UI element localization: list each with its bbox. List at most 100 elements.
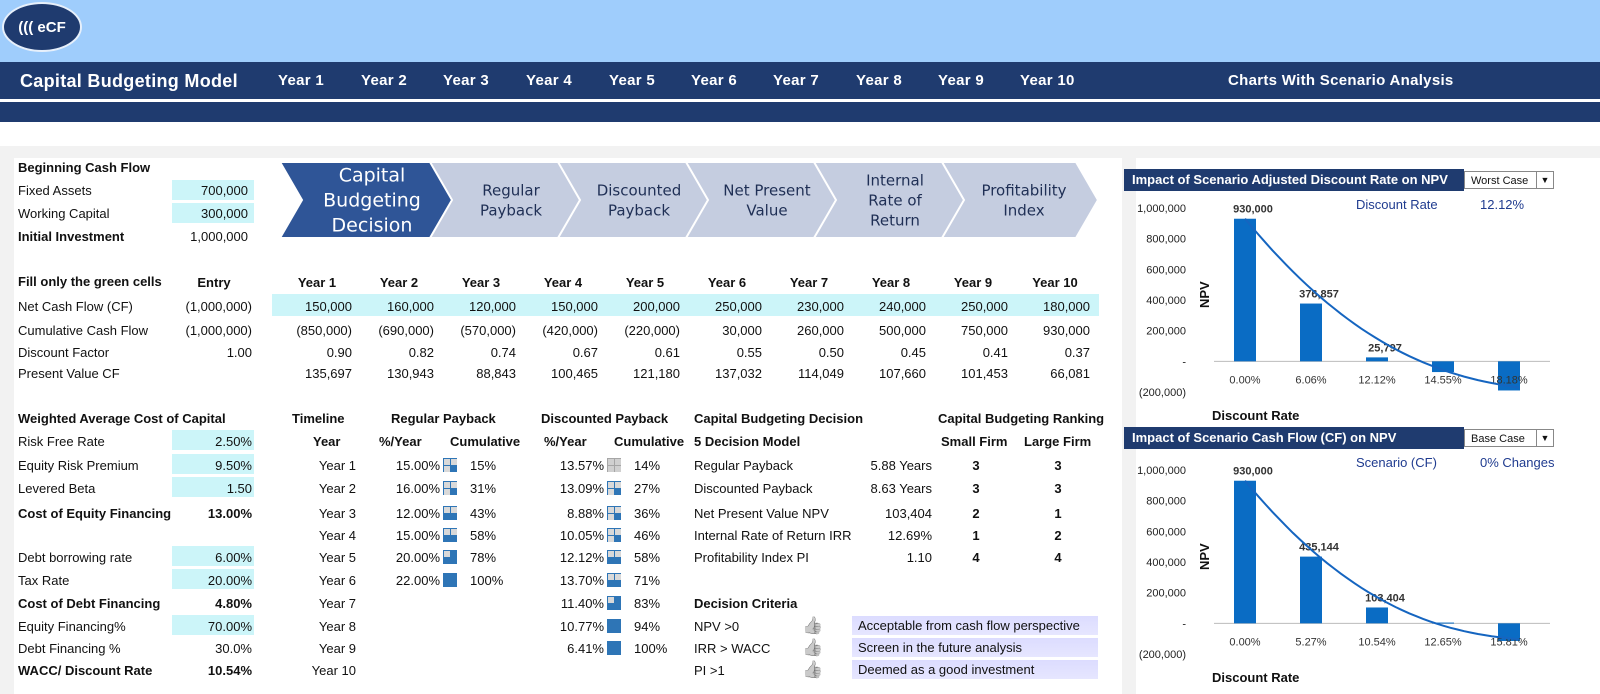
- nav-year-5[interactable]: Year 5: [609, 72, 656, 89]
- nav-year-1[interactable]: Year 1: [278, 72, 325, 89]
- nav-year-4[interactable]: Year 4: [526, 72, 573, 89]
- regular-payback-cum: 43%: [470, 506, 497, 521]
- timeline-year: Year 3: [318, 506, 356, 521]
- wacc-row-value[interactable]: 6.00%: [215, 550, 252, 565]
- wacc-input-cell[interactable]: [172, 615, 254, 635]
- beginning-input-cell[interactable]: [172, 203, 254, 223]
- nav-year-10[interactable]: Year 10: [1020, 72, 1075, 89]
- chart1-plot: Discount Rate 12.12% 1,000,000 800,000 600,0…: [1137, 197, 1550, 423]
- process-step-6[interactable]: [940, 161, 1100, 239]
- worksheet: [14, 158, 1122, 694]
- process-step-label: Internal: [866, 171, 924, 189]
- y-tick-label: 1,000,000: [1137, 203, 1186, 215]
- y-tick-label: -: [1182, 356, 1186, 368]
- wacc-row-value[interactable]: 20.00%: [207, 573, 252, 588]
- wacc-row-label: Risk Free Rate: [18, 434, 105, 449]
- wacc-input-cell[interactable]: [172, 546, 254, 566]
- wacc-row-value[interactable]: 9.50%: [215, 458, 252, 473]
- x-axis-label: Discount Rate: [1212, 670, 1299, 685]
- cash-flow-cell[interactable]: 250,000: [715, 299, 762, 314]
- wacc-input-cell[interactable]: [172, 454, 254, 474]
- regular-payback-pct: 12.00%: [395, 506, 440, 521]
- cash-flow-cell[interactable]: 120,000: [469, 299, 516, 314]
- regular-payback-pct: 15.00%: [395, 528, 440, 543]
- cash-flow-cell[interactable]: 160,000: [387, 299, 434, 314]
- beginning-row-value[interactable]: 700,000: [201, 183, 248, 198]
- chevron-down-icon[interactable]: ▼: [1536, 172, 1553, 188]
- cash-flow-cell: 0.45: [900, 345, 926, 360]
- nav-year-7[interactable]: Year 7: [773, 72, 820, 89]
- cash-flow-cell[interactable]: 200,000: [633, 299, 680, 314]
- decision-row-label: Regular Payback: [694, 458, 793, 473]
- cash-flow-cell: 114,049: [797, 366, 844, 381]
- cash-flow-cell[interactable]: 150,000: [305, 299, 352, 314]
- cash-flow-cell[interactable]: 250,000: [961, 299, 1008, 314]
- wacc-row-value[interactable]: 1.50: [226, 481, 252, 496]
- year-header: Year 7: [789, 275, 829, 290]
- year-header: Year 9: [953, 275, 993, 290]
- chevron-down-icon[interactable]: ▼: [1536, 430, 1553, 446]
- cash-flow-cell[interactable]: 180,000: [1043, 299, 1090, 314]
- progress-quarter-icon: [443, 506, 457, 520]
- cash-flow-cell[interactable]: 240,000: [879, 299, 926, 314]
- npv-bar: [1300, 556, 1322, 624]
- y-tick-label: 600,000: [1146, 526, 1186, 538]
- nav-year-6[interactable]: Year 6: [691, 72, 738, 89]
- decision-row-value: 12.69%: [887, 528, 932, 543]
- chart1-scenario-dropdown[interactable]: Worst Case ▼: [1464, 171, 1554, 189]
- wacc-row-label: WACC/ Discount Rate: [18, 663, 153, 678]
- nav-year-8[interactable]: Year 8: [856, 72, 903, 89]
- npv-bar: [1366, 357, 1388, 362]
- discounted-payback-pct: 10.05%: [559, 528, 604, 543]
- cash-flow-row-label: Cumulative Cash Flow: [18, 323, 149, 338]
- cash-flow-row-label: Present Value CF: [18, 366, 120, 381]
- wacc-input-cell[interactable]: [172, 430, 254, 450]
- chart-note-label: Scenario (CF): [1356, 455, 1437, 470]
- beginning-row-label: Fixed Assets: [18, 183, 92, 198]
- regular-payback-cum: 100%: [470, 573, 504, 588]
- charts-link[interactable]: Charts With Scenario Analysis: [1228, 72, 1454, 89]
- nav-year-3[interactable]: Year 3: [443, 72, 490, 89]
- bar-data-label: 930,000: [1233, 204, 1273, 216]
- beginning-row-value[interactable]: 300,000: [201, 206, 248, 221]
- cash-flow-cell[interactable]: 150,000: [551, 299, 598, 314]
- y-tick-label: (200,000): [1139, 387, 1186, 399]
- nav-year-9[interactable]: Year 9: [938, 72, 985, 89]
- trend-line: [1244, 480, 1520, 641]
- cash-flow-cell: 0.82: [408, 345, 434, 360]
- small-firm-header: Small Firm: [941, 434, 1008, 449]
- wacc-input-cell[interactable]: [172, 477, 254, 497]
- timeline-year: Year 6: [318, 573, 356, 588]
- cash-flow-input-row[interactable]: [272, 294, 1099, 316]
- wacc-input-cell[interactable]: [172, 569, 254, 589]
- discounted-payback-header: Discounted Payback: [541, 411, 669, 426]
- cash-flow-cell: 100,465: [551, 366, 598, 381]
- chart-note-value: 0% Changes: [1480, 455, 1555, 470]
- wacc-row-label: Cost of Equity Financing: [18, 506, 172, 521]
- wacc-row-value[interactable]: 70.00%: [207, 619, 252, 634]
- chart2-scenario-dropdown[interactable]: Base Case ▼: [1464, 429, 1554, 447]
- cash-flow-cell[interactable]: 230,000: [797, 299, 844, 314]
- process-step-label: Payback: [480, 201, 542, 219]
- chart2-title: Impact of Scenario Cash Flow (CF) on NPV: [1124, 427, 1464, 449]
- wacc-row-value[interactable]: 2.50%: [215, 434, 252, 449]
- npv-bar: [1498, 623, 1520, 641]
- progress-quarter-icon: [443, 550, 457, 564]
- bar-data-label: 25,797: [1368, 342, 1402, 354]
- npv-bar: [1234, 480, 1256, 624]
- beginning-input-cell[interactable]: [172, 180, 254, 200]
- decision-row-value: 8.63 Years: [870, 481, 932, 496]
- small-firm-rank: 2: [972, 506, 980, 521]
- decision-model-header: 5 Decision Model: [694, 434, 801, 449]
- x-tick-label: 14.55%: [1424, 374, 1462, 386]
- model-title[interactable]: Capital Budgeting Model: [20, 71, 238, 91]
- y-tick-label: 200,000: [1146, 326, 1186, 338]
- cash-flow-row-label: Net Cash Flow (CF): [18, 299, 133, 314]
- trend-line: [1244, 218, 1520, 389]
- regular-payback-header: Regular Payback: [391, 411, 496, 426]
- discounted-payback-pct: 13.09%: [559, 481, 604, 496]
- criteria-label: PI >1: [694, 663, 725, 678]
- beginning-row-value: 1,000,000: [190, 229, 248, 244]
- entry-header: Entry: [197, 275, 231, 290]
- nav-year-2[interactable]: Year 2: [361, 72, 408, 89]
